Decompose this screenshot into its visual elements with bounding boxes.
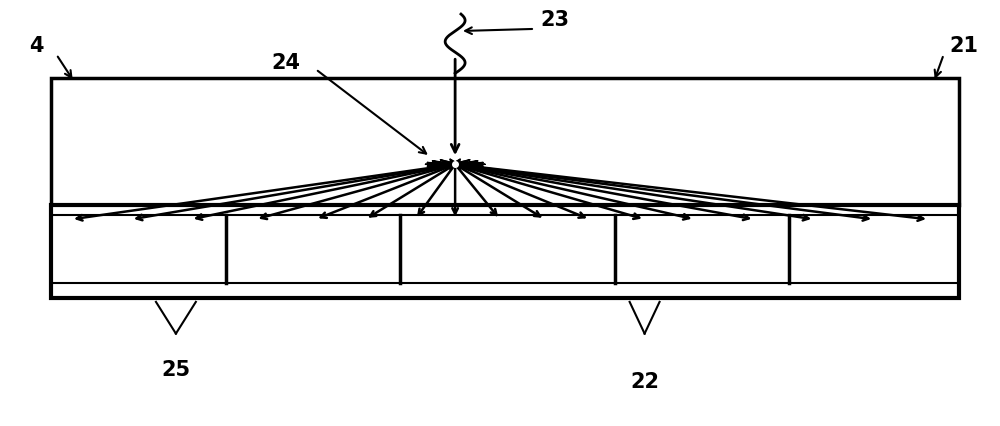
Text: 24: 24 bbox=[271, 53, 300, 73]
Bar bbox=[51, 204, 959, 298]
Text: 21: 21 bbox=[949, 36, 978, 56]
Text: 22: 22 bbox=[630, 372, 659, 392]
Polygon shape bbox=[425, 159, 485, 170]
Text: 25: 25 bbox=[161, 360, 190, 380]
Text: 23: 23 bbox=[540, 10, 569, 30]
Bar bbox=[51, 78, 959, 204]
Text: 4: 4 bbox=[29, 36, 44, 56]
